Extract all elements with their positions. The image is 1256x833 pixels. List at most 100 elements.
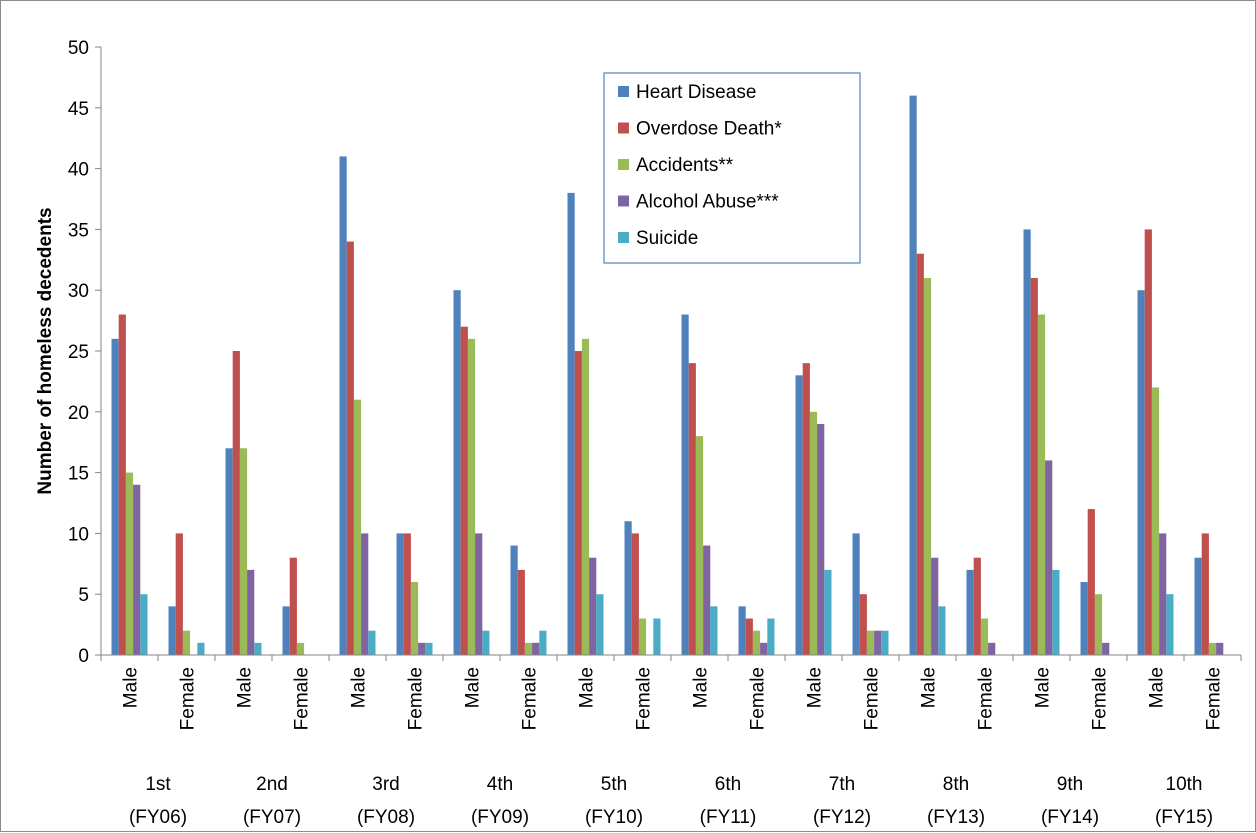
category-label: Male	[121, 667, 142, 708]
bar	[418, 642, 426, 655]
bar	[396, 533, 404, 655]
bar	[510, 545, 518, 655]
bars	[111, 95, 1224, 656]
legend-label: Heart Disease	[636, 82, 756, 103]
bar	[745, 618, 753, 655]
bar	[874, 630, 882, 655]
bar	[339, 156, 347, 655]
legend-swatch	[618, 159, 629, 170]
bar	[988, 642, 996, 655]
bar	[1037, 314, 1046, 655]
bar	[1045, 460, 1053, 655]
category-label: Female	[406, 667, 427, 730]
group-label-line2: (FY06)	[129, 807, 187, 828]
bar	[482, 630, 490, 655]
bar	[767, 618, 775, 655]
bar	[225, 448, 233, 655]
bar	[817, 423, 825, 655]
bar	[966, 569, 974, 655]
bar	[859, 594, 867, 655]
bar	[589, 557, 597, 655]
bar	[247, 569, 255, 655]
category-label: Female	[292, 667, 313, 730]
bar	[973, 557, 981, 655]
group-label-line2: (FY12)	[813, 807, 871, 828]
group-label-line2: (FY11)	[700, 807, 757, 828]
group-label-line2: (FY08)	[357, 807, 415, 828]
bar	[1080, 582, 1088, 655]
group-label-line1: 7th	[829, 774, 855, 795]
bar	[232, 351, 240, 655]
bar	[1201, 533, 1209, 655]
bar	[1094, 594, 1103, 655]
bar	[1030, 278, 1038, 655]
category-label: Female	[1204, 667, 1225, 730]
bar	[710, 606, 718, 655]
bar	[1087, 509, 1095, 655]
legend-label: Suicide	[636, 228, 698, 249]
category-label: Male	[691, 667, 712, 708]
bar	[475, 533, 483, 655]
y-tick-label: 40	[68, 160, 89, 181]
category-label: Male	[463, 667, 484, 708]
bar	[111, 338, 119, 655]
series-heart-disease	[111, 95, 1202, 656]
bar	[931, 557, 939, 655]
group-label-line2: (FY15)	[1155, 807, 1213, 828]
bar	[1151, 387, 1160, 655]
bar	[133, 484, 141, 655]
y-tick-label: 30	[68, 281, 89, 302]
bar	[296, 642, 305, 655]
category-label: Male	[1147, 667, 1168, 708]
group-label-line2: (FY14)	[1041, 807, 1099, 828]
category-label: Female	[634, 667, 655, 730]
bar	[1208, 642, 1217, 655]
bar	[1137, 290, 1145, 655]
bar	[467, 338, 476, 655]
bar	[596, 594, 604, 655]
bar	[795, 375, 803, 655]
bar	[539, 630, 547, 655]
bar	[909, 95, 917, 655]
bar	[532, 642, 540, 655]
series-accidents	[125, 278, 1217, 655]
x-axis: Male Female Male Female Male Female Male Female…	[100, 654, 1242, 828]
category-label: Male	[235, 667, 256, 708]
group-label-line1: 3rd	[372, 774, 399, 795]
bar	[681, 314, 689, 655]
category-label: Male	[577, 667, 598, 708]
bar	[752, 630, 761, 655]
bar	[289, 557, 297, 655]
category-label: Female	[1090, 667, 1111, 730]
y-tick-label: 25	[68, 342, 89, 363]
bar	[824, 569, 832, 655]
legend: Heart Disease Overdose Death* Accidents** A…	[603, 72, 861, 264]
legend-label: Alcohol Abuse***	[636, 192, 779, 213]
y-tick-label: 50	[68, 38, 89, 59]
group-label-line2: (FY07)	[243, 807, 301, 828]
category-label: Female	[976, 667, 997, 730]
bar	[980, 618, 989, 655]
bar	[581, 338, 590, 655]
bar	[353, 399, 362, 655]
bar	[125, 472, 134, 655]
bar	[1216, 642, 1224, 655]
bar	[695, 436, 704, 655]
group-label-line1: 10th	[1166, 774, 1203, 795]
group-label-line1: 9th	[1057, 774, 1083, 795]
bar	[517, 569, 525, 655]
legend-swatch	[618, 195, 629, 207]
bar	[1166, 594, 1174, 655]
y-tick-label: 35	[68, 220, 89, 241]
legend-swatch	[618, 232, 629, 243]
category-label: Male	[805, 667, 826, 708]
bar	[410, 582, 419, 655]
bar	[1194, 557, 1202, 655]
group-label-line1: 2nd	[256, 774, 288, 795]
bar	[425, 642, 433, 655]
y-axis-label: Number of homeless decedents	[35, 207, 56, 494]
bar	[567, 192, 575, 656]
group-label-line1: 4th	[487, 774, 513, 795]
bar	[809, 411, 818, 655]
bar	[361, 533, 369, 655]
